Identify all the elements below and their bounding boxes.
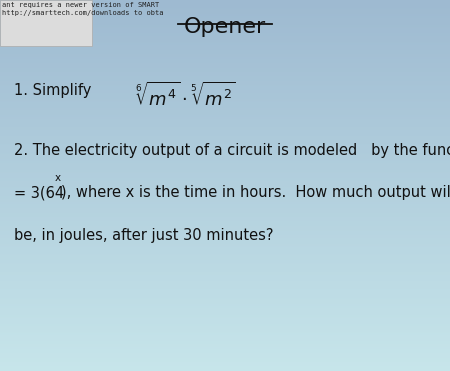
Text: = 3(64: = 3(64 bbox=[14, 186, 63, 200]
Text: 2. The electricity output of a circuit is modeled   by the function f(x): 2. The electricity output of a circuit i… bbox=[14, 143, 450, 158]
Text: ), where x is the time in hours.  How much output will there: ), where x is the time in hours. How muc… bbox=[61, 186, 450, 200]
Text: x: x bbox=[55, 173, 61, 183]
Text: ant requires a newer version of SMART
http://smarttech.com/downloads to obta: ant requires a newer version of SMART ht… bbox=[2, 2, 164, 16]
Text: be, in joules, after just 30 minutes?: be, in joules, after just 30 minutes? bbox=[14, 228, 273, 243]
FancyBboxPatch shape bbox=[0, 0, 92, 46]
Text: Opener: Opener bbox=[184, 17, 266, 37]
Text: 1. Simplify: 1. Simplify bbox=[14, 83, 91, 98]
Text: $\sqrt[6]{m^4} \cdot \sqrt[5]{m^2}$: $\sqrt[6]{m^4} \cdot \sqrt[5]{m^2}$ bbox=[135, 82, 236, 110]
